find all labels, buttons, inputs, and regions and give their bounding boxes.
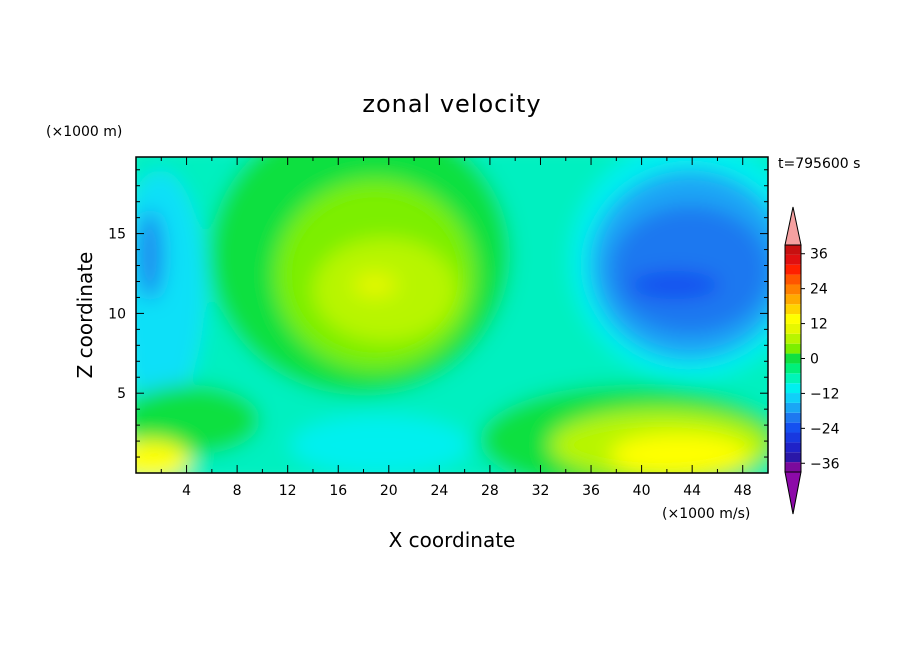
x-tick-label: 36	[582, 483, 600, 499]
field-bottom-left-yellow	[136, 440, 190, 473]
colorbar-segment	[785, 412, 801, 423]
x-tick-label: 20	[380, 483, 398, 499]
colorbar-segment	[785, 432, 801, 443]
field-bottom-yellow	[610, 433, 750, 473]
x-tick-label: 8	[233, 483, 242, 499]
colorbar-segment	[785, 294, 801, 305]
colorbar-tick-label: 24	[810, 282, 828, 298]
colorbar-segment	[785, 343, 801, 354]
y-tick-label: 15	[108, 227, 126, 243]
x-axis-label: X coordinate	[389, 528, 516, 552]
x-tick-label: 28	[481, 483, 499, 499]
chart-title: zonal velocity	[362, 90, 541, 118]
colorbar-segment	[785, 422, 801, 433]
colorbar-segment	[785, 452, 801, 463]
x-tick-label: 24	[430, 483, 448, 499]
y-axis-label: Z coordinate	[73, 252, 97, 379]
field-left-cyan	[136, 170, 205, 410]
field-bottom-cyan	[290, 415, 470, 473]
colorbar-segment	[785, 323, 801, 334]
field-center-yellow	[353, 273, 397, 297]
x-tick-label: 44	[683, 483, 701, 499]
colorbar-under-arrow	[784, 471, 802, 515]
time-label: t=795600 s	[778, 156, 860, 172]
x-axis: 4 8 12 16 20 24 28 32 36 40 44 48	[160, 157, 752, 499]
colorbar-segment	[785, 462, 801, 472]
plot-frame	[135, 156, 769, 474]
colorbar-over-arrow	[784, 206, 802, 246]
colorbar-segment	[785, 304, 801, 315]
colorbar-segment	[785, 245, 801, 255]
colorbar: 36 24 12 0 −12 −24 −36	[784, 206, 840, 515]
colorbar-segment	[785, 274, 801, 285]
colorbar-segment	[785, 353, 801, 364]
field-right-blue	[610, 205, 768, 335]
x-unit-label: (×1000 m/s)	[662, 506, 750, 522]
colorbar-segment	[785, 363, 801, 374]
y-tick-label: 5	[117, 386, 126, 402]
colorbar-tick-label: 36	[810, 247, 828, 263]
colorbar-segment	[785, 373, 801, 384]
colorbar-segment	[785, 254, 801, 265]
field-right-core	[630, 271, 720, 299]
y-axis: 5 10 15	[108, 169, 768, 458]
colorbar-segment	[785, 333, 801, 344]
x-tick-label: 48	[734, 483, 752, 499]
x-tick-label: 32	[532, 483, 550, 499]
colorbar-segment	[785, 393, 801, 403]
x-tick-label: 16	[329, 483, 347, 499]
field-bottom-left-green	[136, 385, 260, 455]
colorbar-segment	[785, 264, 801, 275]
x-tick-label: 4	[182, 483, 191, 499]
x-tick-label: 40	[633, 483, 651, 499]
x-tick-label: 12	[279, 483, 297, 499]
colorbar-tick-label: −24	[810, 421, 840, 437]
colorbar-tick-label: −12	[810, 386, 840, 402]
colorbar-tick-label: −36	[810, 456, 840, 472]
colorbar-segment	[785, 383, 801, 394]
contour-field	[136, 157, 768, 473]
colorbar-segment	[785, 314, 801, 324]
field-left-blue	[136, 210, 164, 300]
colorbar-segment	[785, 284, 801, 295]
colorbar-segment	[785, 442, 801, 453]
colorbar-tick-label: 0	[810, 352, 819, 368]
colorbar-segment	[785, 402, 801, 413]
colorbar-tick-label: 12	[810, 317, 828, 333]
y-tick-label: 10	[108, 306, 126, 322]
y-unit-label: (×1000 m)	[46, 124, 122, 140]
